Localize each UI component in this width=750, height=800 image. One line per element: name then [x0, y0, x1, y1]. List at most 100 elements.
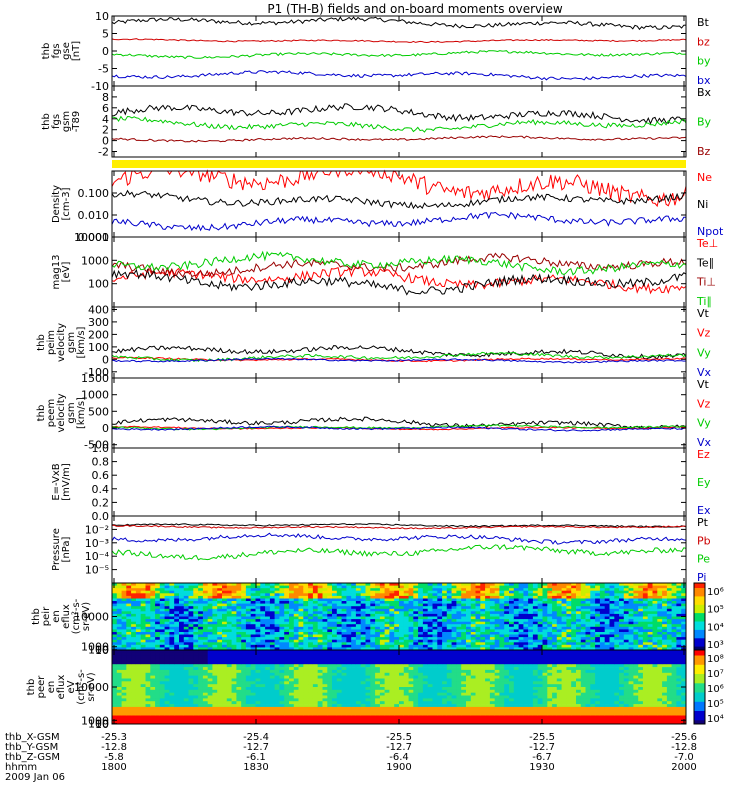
- heatmap-cell: [274, 658, 280, 662]
- heatmap-cell: [494, 637, 500, 641]
- heatmap-cell: [360, 681, 366, 685]
- heatmap-cell: [188, 647, 194, 651]
- heatmap-cell: [399, 642, 405, 646]
- heatmap-cell: [379, 706, 386, 711]
- heatmap-cell: [298, 692, 304, 696]
- heatmap-cell: [298, 608, 304, 612]
- heatmap-cell: [394, 629, 400, 633]
- heatmap-cell: [413, 613, 419, 617]
- heatmap-cell: [284, 624, 290, 628]
- heatmap-cell: [365, 718, 371, 722]
- heatmap-cell: [207, 603, 213, 607]
- heatmap-cell: [183, 664, 189, 668]
- heatmap-cell: [231, 704, 237, 708]
- heatmap-cell: [475, 616, 481, 620]
- heatmap-cell: [442, 608, 448, 612]
- heatmap-cell: [174, 585, 180, 589]
- heatmap-cell: [355, 689, 362, 693]
- heatmap-cell: [279, 624, 285, 628]
- heatmap-cell: [317, 704, 323, 708]
- heatmap-cell: [351, 585, 357, 589]
- heatmap-cell: [140, 664, 146, 668]
- heatmap-cell: [245, 672, 252, 676]
- heatmap-cell: [547, 613, 553, 617]
- heatmap-cell: [274, 624, 280, 628]
- heatmap-cell: [131, 585, 137, 589]
- heatmap-cell: [226, 647, 232, 651]
- heatmap-cell: [403, 626, 409, 630]
- heatmap-cell: [241, 712, 247, 716]
- heatmap-cell: [647, 583, 653, 586]
- heatmap-cell: [327, 718, 333, 722]
- heatmap-cell: [370, 689, 376, 693]
- heatmap-cell: [198, 601, 204, 604]
- colorbar-label: 10⁴: [707, 622, 724, 633]
- heatmap-cell: [580, 606, 586, 610]
- heatmap-cell: [332, 687, 338, 691]
- heatmap-cell: [193, 661, 199, 665]
- heatmap-cell: [112, 669, 118, 674]
- series-line-3: [111, 135, 687, 143]
- heatmap-cell: [341, 712, 347, 716]
- heatmap-cell: [188, 613, 194, 617]
- heatmap-cell: [676, 606, 682, 610]
- y-label-line: gsm: [66, 402, 77, 423]
- heatmap-cell: [155, 634, 161, 638]
- heatmap-cell: [269, 692, 276, 696]
- heatmap-cell: [523, 634, 529, 638]
- heatmap-cell: [250, 626, 256, 630]
- heatmap-cell: [638, 616, 644, 620]
- heatmap-cell: [336, 629, 342, 633]
- heatmap-cell: [317, 715, 323, 719]
- heatmap-cell: [140, 658, 146, 662]
- heatmap-cell: [131, 718, 137, 722]
- heatmap-cell: [198, 698, 204, 702]
- heatmap-cell: [193, 637, 199, 641]
- heatmap-cell: [121, 585, 127, 589]
- heatmap-cell: [446, 606, 452, 610]
- heatmap-cell: [183, 650, 189, 654]
- heatmap-cell: [513, 647, 519, 651]
- heatmap-cell: [169, 672, 175, 676]
- heatmap-cell: [408, 619, 414, 623]
- heatmap-cell: [193, 667, 199, 671]
- heatmap-cell: [437, 629, 443, 633]
- heatmap-cell: [250, 613, 256, 617]
- heatmap-cell: [652, 588, 658, 592]
- heatmap-cell: [255, 624, 261, 628]
- heatmap-cell: [255, 642, 261, 646]
- heatmap-cell: [413, 611, 419, 615]
- heatmap-cell: [532, 608, 539, 612]
- heatmap-cell: [604, 616, 610, 620]
- heatmap-cell: [628, 585, 634, 589]
- heatmap-cell: [422, 634, 429, 638]
- heatmap-cell: [475, 634, 481, 638]
- heatmap-cell: [413, 634, 419, 638]
- heatmap-cell: [518, 598, 524, 602]
- heatmap-cell: [537, 634, 543, 638]
- heatmap-cell: [274, 637, 280, 641]
- heatmap-cell: [403, 608, 409, 612]
- heatmap-cell: [265, 692, 271, 696]
- heatmap-cell: [432, 632, 438, 635]
- heatmap-cell: [384, 647, 390, 651]
- heatmap-cell: [293, 695, 299, 699]
- heatmap-cell: [532, 634, 539, 638]
- heatmap-cell: [375, 704, 381, 708]
- heatmap-cell: [226, 583, 232, 586]
- heatmap-cell: [131, 672, 137, 676]
- heatmap-cell: [298, 721, 304, 725]
- heatmap-cell: [226, 706, 232, 711]
- heatmap-cell: [198, 639, 204, 643]
- heatmap-cell: [647, 590, 653, 594]
- heatmap-cell: [647, 642, 653, 646]
- heatmap-cell: [432, 644, 438, 648]
- y-axis-label: thb fgs gse [nT]: [41, 41, 82, 61]
- heatmap-cell: [308, 675, 314, 679]
- heatmap-cell: [528, 601, 534, 604]
- heatmap-cell: [217, 642, 223, 646]
- heatmap-cell: [609, 637, 615, 641]
- heatmap-cell: [260, 684, 266, 688]
- heatmap-cell: [217, 712, 223, 716]
- heatmap-cell: [245, 601, 252, 604]
